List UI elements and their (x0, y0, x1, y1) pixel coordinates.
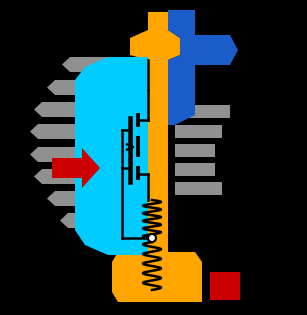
Polygon shape (34, 169, 108, 184)
Polygon shape (68, 213, 108, 228)
Polygon shape (168, 10, 195, 125)
Circle shape (148, 234, 156, 242)
Polygon shape (175, 125, 222, 138)
Polygon shape (175, 105, 230, 118)
Polygon shape (195, 35, 238, 65)
Polygon shape (175, 144, 215, 157)
Polygon shape (175, 182, 222, 195)
Polygon shape (210, 272, 240, 300)
Polygon shape (75, 57, 148, 255)
Polygon shape (148, 85, 168, 255)
Polygon shape (34, 102, 108, 117)
Polygon shape (62, 57, 108, 72)
Polygon shape (70, 57, 108, 72)
Polygon shape (42, 102, 108, 117)
Polygon shape (130, 12, 180, 85)
Polygon shape (60, 213, 108, 228)
Polygon shape (38, 124, 108, 139)
Polygon shape (30, 147, 108, 162)
Polygon shape (55, 80, 108, 95)
Polygon shape (55, 191, 108, 206)
Polygon shape (30, 124, 108, 139)
Polygon shape (42, 169, 108, 184)
Polygon shape (52, 148, 100, 188)
Polygon shape (47, 191, 108, 206)
Polygon shape (47, 80, 108, 95)
Polygon shape (112, 252, 202, 302)
Polygon shape (38, 147, 108, 162)
Polygon shape (175, 163, 215, 176)
